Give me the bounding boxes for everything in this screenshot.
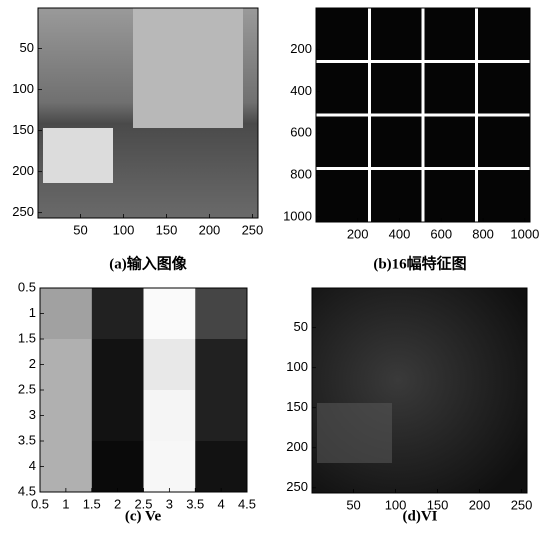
y-tick-label: 2.5 xyxy=(18,381,36,396)
heatmap-cell xyxy=(195,288,247,339)
x-tick-label: 150 xyxy=(156,222,178,237)
x-tick-label: 250 xyxy=(511,497,533,512)
heatmap-cell xyxy=(40,339,92,390)
x-tick-label: 50 xyxy=(346,497,360,512)
y-tick-label: 600 xyxy=(290,125,312,140)
y-tick-label: 200 xyxy=(12,163,34,178)
y-tick-label: 3 xyxy=(29,407,36,422)
heatmap-cell xyxy=(40,288,92,339)
x-tick-label: 1 xyxy=(62,496,69,511)
building xyxy=(133,8,243,128)
heatmap-cell xyxy=(144,441,196,492)
x-tick-label: 3 xyxy=(166,496,173,511)
heatmap-cell xyxy=(144,390,196,441)
caption: (c) Ve xyxy=(125,508,162,524)
x-tick-label: 200 xyxy=(469,497,491,512)
y-tick-label: 250 xyxy=(12,204,34,219)
y-tick-label: 1 xyxy=(29,305,36,320)
y-tick-label: 800 xyxy=(290,167,312,182)
y-tick-label: 50 xyxy=(294,319,308,334)
heatmap-cell xyxy=(195,390,247,441)
y-tick-label: 100 xyxy=(12,81,34,96)
caption: (d)VI xyxy=(402,508,437,524)
heatmap-cell xyxy=(195,441,247,492)
y-tick-label: 2 xyxy=(29,356,36,371)
heatmap-cell xyxy=(40,390,92,441)
x-tick-label: 400 xyxy=(389,226,411,241)
y-tick-label: 3.5 xyxy=(18,432,36,447)
x-tick-label: 200 xyxy=(347,226,369,241)
edge-region xyxy=(317,403,392,463)
x-tick-label: 50 xyxy=(73,222,87,237)
y-tick-label: 1000 xyxy=(283,208,312,223)
x-tick-label: 100 xyxy=(113,222,135,237)
caption: (a)输入图像 xyxy=(109,254,187,272)
heatmap-cell xyxy=(195,339,247,390)
heatmap-cell xyxy=(92,339,144,390)
heatmap-cell xyxy=(144,339,196,390)
x-tick-label: 1.5 xyxy=(83,496,101,511)
x-tick-label: 2 xyxy=(114,496,121,511)
x-tick-label: 1000 xyxy=(510,226,539,241)
x-tick-label: 3.5 xyxy=(186,496,204,511)
car xyxy=(43,128,113,183)
y-tick-label: 50 xyxy=(20,40,34,55)
x-tick-label: 200 xyxy=(199,222,221,237)
heatmap-cell xyxy=(92,288,144,339)
x-tick-label: 4 xyxy=(218,496,225,511)
y-tick-label: 150 xyxy=(12,122,34,137)
y-tick-label: 400 xyxy=(290,83,312,98)
heatmap-cell xyxy=(92,390,144,441)
x-tick-label: 600 xyxy=(430,226,452,241)
y-tick-label: 250 xyxy=(286,479,308,494)
y-tick-label: 200 xyxy=(290,41,312,56)
y-tick-label: 4.5 xyxy=(18,483,36,498)
y-tick-label: 150 xyxy=(286,399,308,414)
x-tick-label: 800 xyxy=(472,226,494,241)
caption: (b)16幅特征图 xyxy=(373,254,466,272)
x-tick-label: 250 xyxy=(242,222,264,237)
y-tick-label: 1.5 xyxy=(18,330,36,345)
heatmap-cell xyxy=(40,441,92,492)
figure: 5010015020025050100150200250(a)输入图像20040… xyxy=(0,0,545,535)
heatmap-cell xyxy=(144,288,196,339)
y-tick-label: 200 xyxy=(286,439,308,454)
y-tick-label: 4 xyxy=(29,458,36,473)
x-tick-label: 4.5 xyxy=(238,496,256,511)
x-tick-label: 0.5 xyxy=(31,496,49,511)
heatmap-cell xyxy=(92,441,144,492)
y-tick-label: 0.5 xyxy=(18,279,36,294)
y-tick-label: 100 xyxy=(286,359,308,374)
